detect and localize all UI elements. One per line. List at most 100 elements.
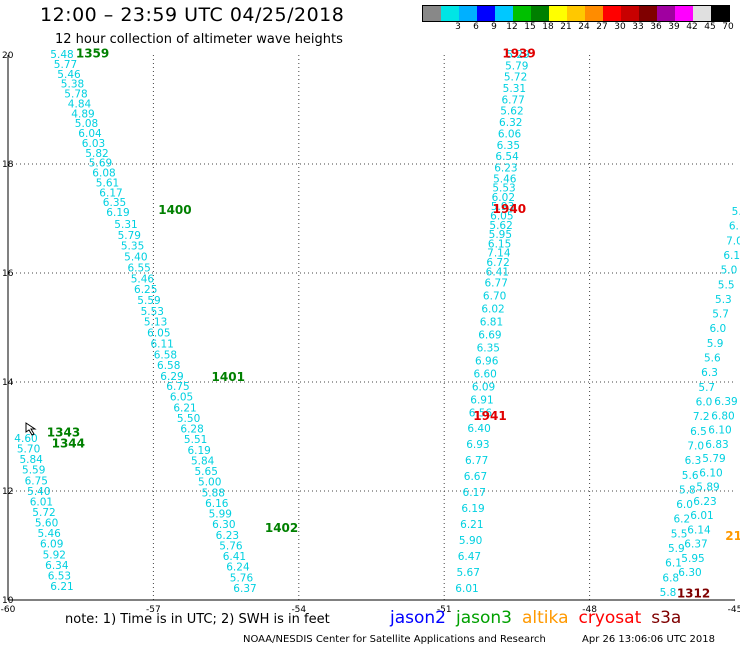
swh-value: 5.48	[50, 49, 73, 61]
swh-value: 5.59	[22, 465, 45, 477]
swh-value: 6.39	[714, 396, 737, 408]
swh-value: 6.91	[470, 395, 493, 407]
swh-value: 6.8	[662, 572, 679, 584]
swh-value: 6.60	[473, 369, 496, 381]
swh-value: 6.02	[492, 192, 515, 204]
swh-value: 5.99	[209, 509, 232, 521]
legend-swatch	[477, 6, 495, 21]
pass-time-label: 1940	[493, 202, 526, 216]
swh-value: 5.5	[671, 528, 688, 540]
swh-value: 6.77	[501, 94, 524, 106]
swh-value: 5.6	[704, 353, 721, 365]
swh-value: 6.41	[223, 551, 246, 563]
swh-value: 5.79	[505, 60, 528, 72]
swh-value: 6.56	[469, 408, 493, 420]
legend-label: 21	[560, 22, 572, 32]
legend-swatch	[657, 6, 675, 21]
swh-value: 6.16	[205, 498, 229, 510]
swh-value: 6.21	[173, 402, 196, 414]
swh-value: 6.40	[467, 423, 490, 435]
legend-swatch	[513, 6, 531, 21]
swh-value: 5.95	[489, 229, 512, 241]
swh-value: 5.72	[32, 507, 55, 519]
footer-timestamp: Apr 26 13:06:06 UTC 2018	[582, 634, 715, 645]
legend-label: 45	[704, 22, 716, 32]
swh-value: 6.06	[498, 128, 522, 140]
swh-value: 6.01	[455, 583, 478, 595]
pass-time-label: 1359	[76, 47, 109, 61]
legend-label: 12	[506, 22, 518, 32]
swh-value: 6.19	[106, 207, 129, 219]
swh-value: 5.61	[96, 177, 119, 189]
swh-value: 5.51	[184, 434, 207, 446]
swh-value: 6.30	[678, 567, 701, 579]
swh-value: 5.70	[17, 444, 40, 456]
chart-title: 12:00 – 23:59 UTC 04/25/2018	[40, 4, 345, 26]
legend-label: 9	[491, 22, 497, 32]
swh-value: 6.01	[690, 510, 713, 522]
x-tick-label: -54	[291, 605, 306, 615]
swh-value: 5.46	[131, 273, 155, 285]
swh-value: 5.40	[124, 252, 147, 264]
legend-swatch	[549, 6, 567, 21]
swh-value: 6.15	[488, 238, 511, 250]
swh-value: 5.95	[681, 553, 704, 565]
satellite-altika: altika	[522, 608, 569, 628]
swh-value: 5.60	[35, 518, 58, 530]
swh-value: 6.1	[723, 250, 740, 262]
swh-value: 6.0	[709, 323, 726, 335]
x-tick-label: -60	[1, 605, 16, 615]
swh-value: 6.29	[160, 371, 183, 383]
swh-value: 6.02	[481, 304, 504, 316]
swh-value: 6.11	[150, 338, 173, 350]
swh-value: 5.31	[114, 219, 137, 231]
swh-value: 6.69	[478, 330, 501, 342]
swh-value: 6.10	[699, 467, 722, 479]
swh-value: 5.79	[118, 230, 141, 242]
swh-value: 6.58	[157, 360, 180, 372]
swh-value: 5.0	[732, 206, 740, 218]
satellite-legend: jason2 jason3 altika cryosat s3a	[390, 608, 691, 628]
swh-value: 5.84	[191, 455, 215, 467]
swh-value: 6.3	[701, 367, 718, 379]
swh-value: 6.10	[708, 425, 731, 437]
pass-time-label: 1939	[502, 47, 535, 61]
swh-value: 5.76	[230, 572, 254, 584]
swh-value: 6.0	[676, 499, 693, 511]
legend-label: 36	[650, 22, 662, 32]
swh-value: 6.01	[30, 496, 53, 508]
pass-time-label: 1312	[677, 586, 710, 600]
legend-label: 42	[686, 22, 698, 32]
swh-value: 6.37	[684, 539, 707, 551]
swh-value: 6.25	[134, 284, 157, 296]
footer-note: note: 1) Time is in UTC; 2) SWH is in fe…	[65, 612, 330, 627]
swh-value: 4.84	[68, 98, 92, 110]
legend-label: 3	[455, 22, 461, 32]
swh-value: 5.9	[707, 338, 724, 350]
swh-value: 5.79	[702, 453, 725, 465]
color-legend	[422, 5, 730, 22]
swh-value: 6.1	[665, 558, 682, 570]
legend-swatch	[531, 6, 549, 21]
swh-value: 5.46	[57, 69, 81, 81]
swh-value: 6.35	[497, 140, 520, 152]
swh-value: 6.03	[82, 138, 105, 150]
swh-value: 6.80	[711, 410, 734, 422]
pass-time-label: 1344	[52, 436, 85, 450]
swh-value: 5.77	[54, 59, 77, 71]
legend-label: 6	[473, 22, 479, 32]
swh-value: 5.00	[198, 477, 221, 489]
swh-value: 5.72	[504, 72, 527, 84]
legend-swatch	[495, 6, 513, 21]
legend-swatch	[567, 6, 585, 21]
swh-value: 5.38	[61, 79, 84, 91]
swh-value: 6.17	[99, 187, 122, 199]
swh-value: 5.5	[718, 279, 735, 291]
swh-value: 6.77	[485, 278, 508, 290]
swh-value: 6.58	[154, 349, 177, 361]
swh-value: 7.0	[726, 235, 740, 247]
swh-value: 6.04	[78, 128, 102, 140]
swh-value: 6.53	[48, 570, 71, 582]
swh-value: 5.7	[698, 382, 715, 394]
